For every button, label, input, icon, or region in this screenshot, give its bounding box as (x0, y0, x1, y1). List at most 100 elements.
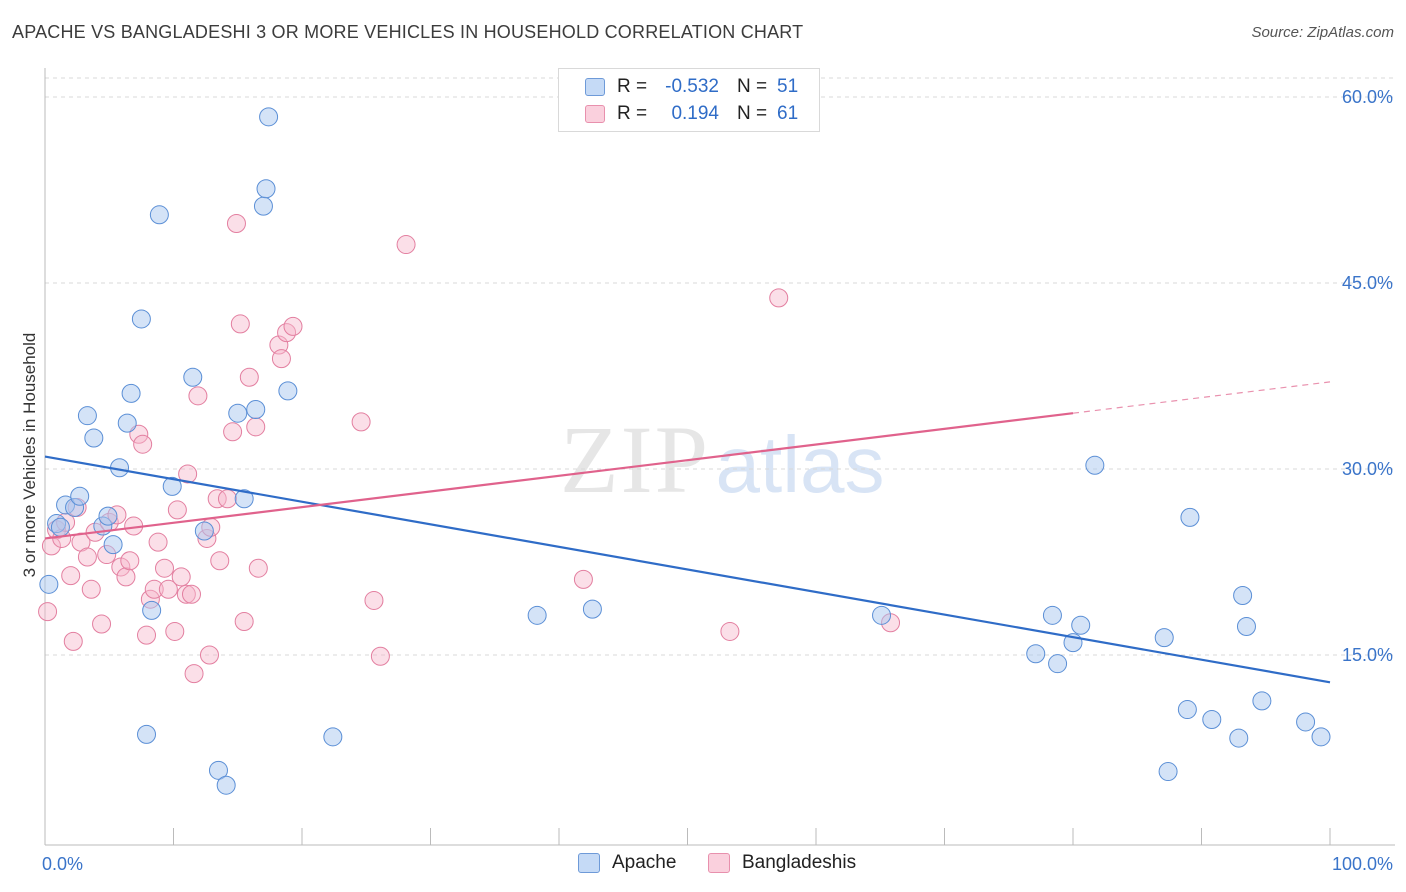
apache-point (1180, 507, 1200, 527)
apache-point (39, 574, 59, 594)
bangladeshi-point (283, 316, 303, 336)
legend-n-label: N = (737, 103, 768, 124)
bangladeshi-point (133, 434, 153, 454)
legend-n-label: N = (737, 76, 768, 97)
bangladeshi-point (217, 489, 237, 509)
legend-r-label: R = (617, 103, 648, 124)
apache-point (50, 517, 70, 537)
bangladeshi-point (230, 314, 250, 334)
apache-point (1252, 691, 1272, 711)
y-tick-label: 15.0% (1342, 645, 1393, 665)
series-legend: Apache Bangladeshis (0, 852, 1406, 878)
series-legend-bangladeshis-label: Bangladeshis (742, 852, 857, 873)
legend-r-value: -0.532 (665, 76, 719, 97)
bangladeshi-point (239, 367, 259, 387)
watermark-zip: ZIP (560, 406, 710, 513)
apache-point (1154, 628, 1174, 648)
apache-point (1229, 728, 1249, 748)
chart-source: Source: ZipAtlas.com (1251, 24, 1394, 41)
bangladeshi-point (61, 566, 81, 586)
apache-point (1236, 616, 1256, 636)
apache-point (1071, 615, 1091, 635)
apache-point (1296, 712, 1316, 732)
y-tick-label: 30.0% (1342, 459, 1393, 479)
apache-point (1026, 644, 1046, 664)
x-tick-label-max: 100.0% (1332, 854, 1393, 874)
apache-point (117, 413, 137, 433)
apache-point (84, 428, 104, 448)
y-tick-label: 60.0% (1342, 87, 1393, 107)
apache-point (1042, 605, 1062, 625)
bangladeshi-trend-line (44, 412, 1074, 540)
bangladeshi-point (396, 235, 416, 255)
apache-point (98, 506, 118, 526)
apache-point (77, 406, 97, 426)
bangladeshi-point (176, 584, 196, 604)
legend-n-value: 61 (777, 103, 799, 124)
x-tick-label-min: 0.0% (42, 854, 83, 874)
legend-row-bangladeshis: R = 0.194 N = 61 (585, 101, 798, 127)
apache-point (527, 605, 547, 625)
bangladeshi-points (38, 213, 901, 684)
bangladeshi-point (370, 646, 390, 666)
bangladeshi-trend-extension (1072, 381, 1331, 414)
bangladeshi-point (63, 631, 83, 651)
bangladeshi-point (158, 579, 178, 599)
apache-trend-line (44, 455, 1331, 684)
apache-point (246, 399, 266, 419)
bangladeshi-point (38, 602, 58, 622)
bangladeshi-point (171, 567, 191, 587)
bangladeshi-point (129, 424, 149, 444)
correlation-legend: R = -0.532 N = 51 R = 0.194 N = 61 (558, 68, 820, 132)
bangladeshi-point (137, 625, 157, 645)
apache-point (70, 486, 90, 506)
legend-row-apache: R = -0.532 N = 51 (585, 74, 798, 100)
apache-point (1177, 700, 1197, 720)
apache-swatch (578, 853, 600, 873)
apache-point (162, 476, 182, 496)
bangladeshi-point (271, 349, 291, 369)
legend-r-value: 0.194 (671, 103, 719, 124)
bangladeshi-point (223, 422, 243, 442)
apache-point (259, 107, 279, 127)
apache-point (142, 600, 162, 620)
bangladeshi-point (234, 612, 254, 632)
apache-point (234, 489, 254, 509)
bangladeshi-point (573, 569, 593, 589)
bangladeshi-swatch (585, 105, 605, 123)
trend-lines (44, 381, 1331, 684)
gridlines (45, 77, 1395, 656)
tick-labels: 15.0% 30.0% 45.0% 60.0% 0.0% 100.0% (42, 87, 1393, 874)
bangladeshi-point (364, 590, 384, 610)
bangladeshi-point (248, 558, 268, 578)
legend-n-value: 51 (777, 76, 799, 97)
bangladeshi-point (199, 645, 219, 665)
bangladeshi-point (720, 621, 740, 641)
apache-point (183, 367, 203, 387)
bangladeshi-point (81, 579, 101, 599)
bangladeshi-point (210, 551, 230, 571)
apache-point (256, 179, 276, 199)
apache-point (1311, 727, 1331, 747)
bangladeshi-point (165, 621, 185, 641)
apache-point (1202, 709, 1222, 729)
apache-point (278, 381, 298, 401)
bangladeshi-point (181, 584, 201, 604)
bangladeshi-point (246, 417, 266, 437)
series-legend-apache-label: Apache (612, 852, 677, 873)
bangladeshi-point (184, 664, 204, 684)
apache-point (1085, 455, 1105, 475)
apache-point (121, 383, 141, 403)
y-tick-label: 45.0% (1342, 273, 1393, 293)
bangladeshi-point (116, 567, 136, 587)
bangladeshi-point (92, 614, 112, 634)
watermark-atlas: atlas (716, 420, 885, 509)
apache-point (216, 775, 236, 795)
apache-point (253, 196, 273, 216)
apache-point (1048, 654, 1068, 674)
bangladeshi-point (769, 288, 789, 308)
apache-point (103, 535, 123, 555)
apache-point (872, 605, 892, 625)
bangladeshi-point (155, 558, 175, 578)
